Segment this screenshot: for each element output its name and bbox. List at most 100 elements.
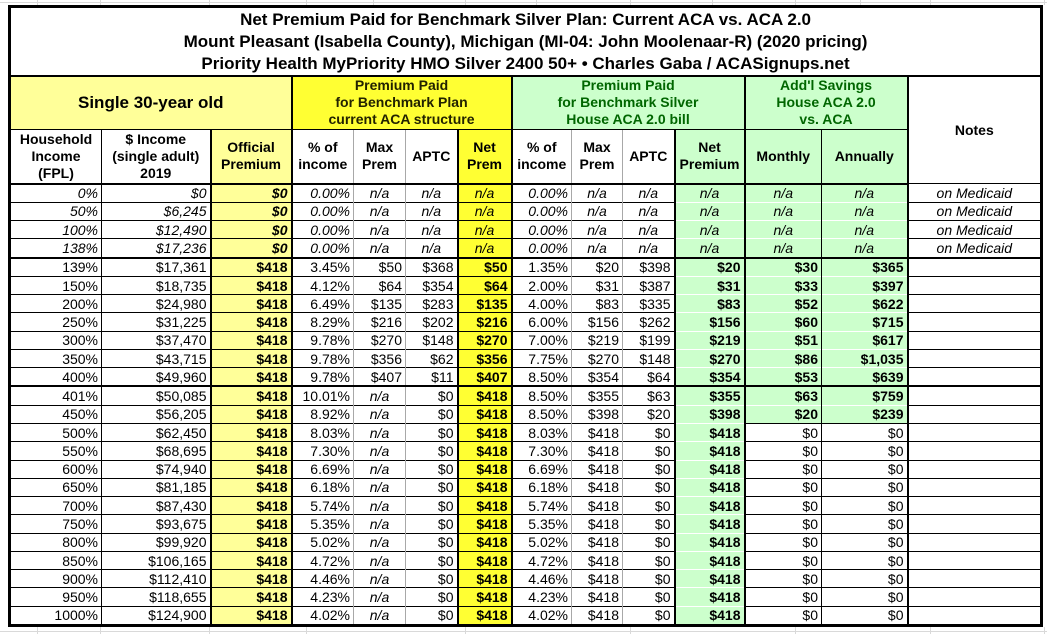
table-row: 1000% $124,900 $418 4.02% n/a $0 $418 4.02% $418… xyxy=(9,605,1042,626)
cell-aca_net: $418 xyxy=(456,459,512,479)
cell-fpl: 250% xyxy=(9,312,102,332)
cell-annually: $0 xyxy=(821,587,908,607)
cell-note xyxy=(906,385,1042,406)
cell-aca_max: n/a xyxy=(353,404,406,424)
cell-aca_aptc: $0 xyxy=(405,477,458,497)
cell-official: $418 xyxy=(209,294,292,313)
premium-comparison-table: Net Premium Paid for Benchmark Silver Pl… xyxy=(8,5,1044,627)
cell-income: $106,165 xyxy=(101,550,211,570)
title-row: Net Premium Paid for Benchmark Silver Pl… xyxy=(9,6,1042,77)
cell-aca_aptc: n/a xyxy=(405,220,458,239)
cell-v2_max: $418 xyxy=(571,459,623,479)
cell-v2_pct: 6.00% xyxy=(510,312,572,332)
cell-official: $418 xyxy=(209,569,292,588)
cell-annually: n/a xyxy=(821,201,908,221)
gridline xyxy=(930,0,931,5)
cell-aca_net: $418 xyxy=(456,404,512,424)
cell-monthly: $0 xyxy=(743,514,822,534)
cell-aca_max: n/a xyxy=(353,477,406,497)
cell-v2_net: $355 xyxy=(673,385,745,406)
cell-v2_max: $418 xyxy=(571,550,623,570)
group-header-single: Single 30-year old xyxy=(9,76,292,130)
cell-aca_aptc: $0 xyxy=(405,532,458,552)
title-line-3: Priority Health MyPriority HMO Silver 24… xyxy=(201,53,850,73)
col-header-aca-net-prem: Net Prem xyxy=(456,129,512,185)
cell-note xyxy=(906,569,1042,588)
cell-aca_pct: 5.74% xyxy=(290,496,354,515)
cell-aca_net: $418 xyxy=(456,477,512,497)
cell-v2_pct: 5.02% xyxy=(510,532,572,552)
cell-aca_max: $50 xyxy=(353,256,406,277)
table-row: 550% $68,695 $418 7.30% n/a $0 $418 7.30% $418 $0… xyxy=(9,441,1042,461)
cell-note xyxy=(906,367,1042,387)
cell-note xyxy=(906,348,1042,368)
col-header-aca-max-prem: Max Prem xyxy=(353,129,406,185)
cell-note: on Medicaid xyxy=(906,183,1042,203)
cell-v2_max: $270 xyxy=(571,348,623,368)
cell-fpl: 700% xyxy=(9,496,102,515)
cell-v2_pct: 6.69% xyxy=(510,459,572,479)
cell-v2_net: $418 xyxy=(673,496,745,515)
cell-aca_pct: 9.78% xyxy=(290,367,354,387)
cell-aca_net: n/a xyxy=(456,183,512,203)
title-line-1: Net Premium Paid for Benchmark Silver Pl… xyxy=(240,9,811,29)
cell-note xyxy=(906,423,1042,442)
cell-v2_net: $270 xyxy=(673,348,745,368)
cell-monthly: $0 xyxy=(743,550,822,570)
cell-aca_aptc: n/a xyxy=(405,201,458,221)
cell-aca_max: $270 xyxy=(353,330,406,350)
cell-aca_pct: 3.45% xyxy=(290,256,354,277)
cell-annually: $622 xyxy=(821,294,908,313)
cell-v2_net: $418 xyxy=(673,569,745,588)
cell-fpl: 200% xyxy=(9,294,102,313)
cell-aca_max: n/a xyxy=(353,423,406,442)
cell-monthly: n/a xyxy=(743,220,822,239)
group-header-current-aca: Premium Paid for Benchmark Plan current … xyxy=(290,76,512,130)
cell-income: $24,980 xyxy=(101,294,211,313)
cell-official: $418 xyxy=(209,441,292,461)
cell-aca_max: n/a xyxy=(353,183,406,203)
cell-v2_net: $418 xyxy=(673,550,745,570)
cell-aca_aptc: $0 xyxy=(405,569,458,588)
cell-aca_pct: 9.78% xyxy=(290,330,354,350)
cell-v2_max: n/a xyxy=(571,220,623,239)
cell-annually: $0 xyxy=(821,605,908,626)
cell-v2_max: $418 xyxy=(571,496,623,515)
cell-v2_net: $418 xyxy=(673,441,745,461)
cell-income: $62,450 xyxy=(101,423,211,442)
cell-aca_pct: 4.46% xyxy=(290,569,354,588)
cell-aca_net: $418 xyxy=(456,532,512,552)
cell-aca_max: n/a xyxy=(353,220,406,239)
cell-aca_net: $270 xyxy=(456,330,512,350)
cell-income: $87,430 xyxy=(101,496,211,515)
cell-v2_pct: 5.74% xyxy=(510,496,572,515)
cell-annually: $0 xyxy=(821,514,908,534)
table-row: 400% $49,960 $418 9.78% $407 $11 $407 8.50% $354… xyxy=(9,367,1042,387)
cell-aca_max: $356 xyxy=(353,348,406,368)
cell-aca_pct: 0.00% xyxy=(290,183,354,203)
table-row: 500% $62,450 $418 8.03% n/a $0 $418 8.03% $418 $0… xyxy=(9,423,1042,442)
cell-aca_aptc: $11 xyxy=(405,367,458,387)
cell-v2_max: n/a xyxy=(571,238,623,258)
cell-v2_max: n/a xyxy=(571,201,623,221)
cell-note: on Medicaid xyxy=(906,238,1042,258)
gridline xyxy=(795,0,796,5)
col-header-v2-net-premium: Net Premium xyxy=(673,129,745,185)
cell-aca_max: n/a xyxy=(353,514,406,534)
cell-aca_net: $50 xyxy=(456,256,512,277)
cell-official: $0 xyxy=(209,238,292,258)
cell-aca_max: $64 xyxy=(353,275,406,295)
cell-aca_max: n/a xyxy=(353,532,406,552)
cell-annually: $0 xyxy=(821,477,908,497)
cell-aca_max: $216 xyxy=(353,312,406,332)
cell-v2_pct: 0.00% xyxy=(510,201,572,221)
cell-v2_net: $219 xyxy=(673,330,745,350)
cell-aca_pct: 8.03% xyxy=(290,423,354,442)
cell-income: $43,715 xyxy=(101,348,211,368)
table-row: 600% $74,940 $418 6.69% n/a $0 $418 6.69% $418 $0… xyxy=(9,459,1042,479)
cell-monthly: $0 xyxy=(743,569,822,588)
cell-v2_net: $418 xyxy=(673,514,745,534)
cell-v2_aptc: $0 xyxy=(622,550,675,570)
cell-aca_net: $356 xyxy=(456,348,512,368)
cell-v2_pct: 1.35% xyxy=(510,256,572,277)
